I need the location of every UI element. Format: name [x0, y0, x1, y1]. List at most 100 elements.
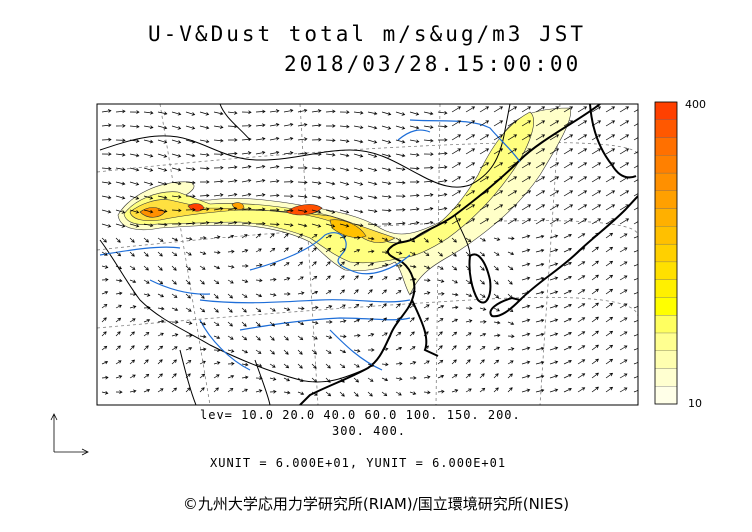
- colorbar-swatch: [654, 315, 678, 334]
- wind-arrow: [353, 209, 364, 214]
- wind-arrow: [297, 209, 308, 214]
- wind-arrow: [549, 106, 560, 113]
- wind-arrow: [283, 335, 289, 341]
- wind-arrow: [227, 349, 235, 353]
- wind-arrow: [339, 195, 350, 200]
- wind-arrow: [409, 391, 417, 395]
- wind-arrow: [507, 204, 518, 211]
- wind-arrow: [563, 218, 574, 225]
- wind-arrow: [115, 345, 121, 351]
- wind-arrow: [297, 363, 303, 369]
- wind-arrow: [269, 321, 276, 327]
- wind-arrow: [269, 363, 276, 368]
- wind-arrow: [297, 137, 308, 141]
- wind-arrow: [423, 206, 434, 211]
- wind-arrow: [339, 334, 347, 339]
- wind-arrow: [437, 251, 443, 257]
- wind-arrow: [325, 138, 336, 143]
- wind-arrow: [213, 179, 224, 184]
- wind-arrow: [185, 221, 196, 226]
- wind-arrow: [591, 246, 599, 253]
- wind-arrow: [619, 190, 630, 197]
- wind-arrow: [465, 345, 471, 351]
- wind-arrow: [311, 261, 317, 267]
- wind-arrow: [241, 321, 247, 327]
- wind-arrow: [507, 218, 518, 225]
- wind-arrow: [255, 307, 262, 313]
- wind-arrow: [283, 151, 294, 155]
- wind-arrow: [297, 247, 303, 253]
- wind-arrow: [563, 106, 574, 113]
- wind-arrow: [605, 344, 614, 351]
- wind-arrow: [297, 335, 304, 341]
- wind-arrow: [409, 237, 416, 243]
- wind-arrow: [353, 289, 359, 295]
- wind-arrow: [395, 376, 403, 381]
- wind-arrow: [269, 377, 277, 381]
- wind-arrow: [619, 106, 630, 113]
- wind-arrow: [311, 349, 318, 355]
- wind-arrow: [563, 303, 572, 309]
- wind-arrow: [563, 176, 574, 183]
- wind-arrow: [437, 374, 445, 379]
- wind-arrow: [591, 316, 599, 323]
- wind-arrow: [451, 318, 459, 323]
- wind-arrow: [228, 138, 238, 142]
- wind-arrow: [129, 167, 140, 172]
- wind-arrow: [325, 363, 331, 369]
- wind-arrow: [171, 111, 182, 116]
- wind-arrow: [577, 373, 586, 379]
- wind-arrow: [185, 321, 193, 325]
- wind-arrow: [241, 137, 252, 142]
- wind-arrow: [367, 318, 374, 323]
- wind-arrow: [479, 359, 485, 365]
- wind-arrow: [325, 209, 336, 214]
- wind-arrow: [199, 221, 210, 225]
- wind-arrow: [157, 388, 164, 393]
- wind-arrow: [437, 331, 443, 337]
- wind-arrow: [633, 221, 638, 225]
- wind-arrow: [353, 181, 364, 186]
- wind-arrow: [381, 332, 388, 337]
- wind-arrow: [521, 248, 531, 253]
- wind-arrow: [465, 106, 476, 113]
- wind-arrow: [368, 348, 375, 352]
- wind-arrow: [157, 209, 168, 213]
- wind-arrow: [157, 265, 163, 271]
- wind-arrow: [283, 321, 290, 326]
- wind-arrow: [157, 139, 168, 144]
- wind-arrow: [479, 279, 485, 285]
- wind-arrow: [465, 162, 476, 169]
- wind-arrow: [311, 195, 322, 200]
- wind-arrow: [172, 222, 182, 226]
- wind-arrow: [213, 361, 221, 365]
- wind-arrow: [311, 137, 322, 142]
- wind-arrow: [129, 265, 136, 270]
- colorbar-swatch: [654, 172, 678, 191]
- wind-arrow: [549, 162, 560, 169]
- wind-arrow: [213, 307, 219, 313]
- wind-arrow: [339, 289, 346, 295]
- wind-arrow: [577, 233, 586, 239]
- wind-arrow: [115, 304, 122, 309]
- wind-arrow: [311, 209, 322, 214]
- wind-arrow: [535, 176, 546, 183]
- wind-arrow: [283, 277, 291, 281]
- wind-arrow: [577, 106, 588, 113]
- wind-arrow: [619, 247, 628, 253]
- wind-arrow: [241, 279, 249, 283]
- wind-arrow: [297, 223, 308, 228]
- wind-arrow: [185, 279, 191, 285]
- wind-arrow: [227, 206, 238, 211]
- wind-arrow: [199, 279, 205, 285]
- wind-arrow: [619, 387, 628, 393]
- wind-arrow: [325, 167, 336, 172]
- wind-arrow: [493, 307, 500, 312]
- wind-arrow: [563, 387, 572, 393]
- wind-arrow: [423, 165, 434, 170]
- wind-arrow: [143, 251, 149, 257]
- wind-arrow: [353, 333, 361, 338]
- wind-arrow: [563, 190, 574, 197]
- wind-arrow: [451, 345, 457, 351]
- colorbar-frame: [654, 101, 678, 405]
